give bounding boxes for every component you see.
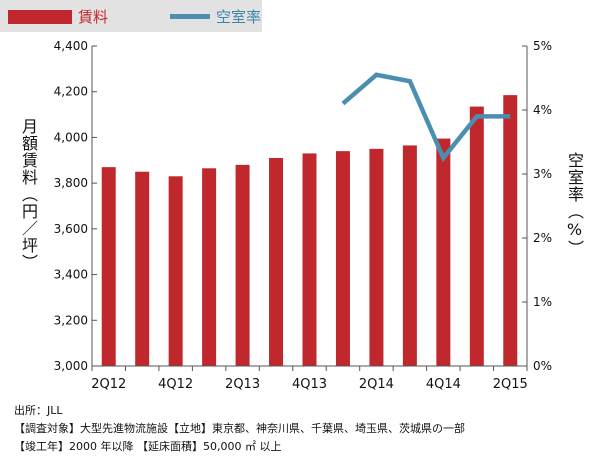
y-left-tick-label: 3,000 [54, 359, 88, 373]
legend: 賃料 空室率 [0, 0, 262, 32]
legend-swatch-rent [8, 9, 72, 24]
y-left-tick-label: 4,000 [54, 130, 88, 144]
y-right-tick-label: 1% [533, 295, 552, 309]
bar-1Q15 [469, 106, 484, 367]
y-right-tick-label: 3% [533, 167, 552, 181]
y-left-tick-label: 3,800 [54, 176, 88, 190]
footer-source: 出所：JLL [14, 404, 63, 417]
y-left-tick-label: 4,400 [54, 39, 88, 53]
legend-swatch-vacancy [170, 14, 210, 19]
footer-building-criteria: 【竣工年】2000 年以降 【延床面積】50,000 ㎡ 以上 [14, 440, 282, 453]
bar-1Q14 [335, 151, 350, 366]
bar-4Q14 [436, 138, 451, 366]
bar-2Q13 [235, 164, 250, 366]
bar-1Q13 [202, 168, 217, 366]
legend-label-rent: 賃料 [78, 8, 109, 26]
x-tick-label: 4Q12 [158, 377, 193, 392]
legend-item-vacancy: 空室率 [170, 6, 261, 27]
legend-label-vacancy: 空室率 [216, 8, 262, 26]
bar-2Q14 [369, 148, 384, 366]
bar-3Q13 [269, 158, 284, 366]
y-right-tick-label: 0% [533, 359, 552, 373]
y-left-tick-label: 4,200 [54, 85, 88, 99]
bar-4Q13 [302, 153, 317, 366]
legend-item-rent: 賃料 [8, 6, 108, 27]
y-left-tick-label: 3,200 [54, 313, 88, 327]
x-tick-label: 2Q14 [359, 377, 394, 392]
x-tick-label: 4Q13 [292, 377, 327, 392]
y-right-axis-title: 空室率（%） [565, 152, 584, 257]
bar-2Q15 [503, 95, 518, 367]
y-left-tick-label: 3,600 [54, 222, 88, 236]
y-left-tick-label: 3,400 [54, 268, 88, 282]
bar-2Q12 [101, 167, 116, 366]
y-right-tick-label: 2% [533, 231, 552, 245]
x-tick-label: 2Q15 [493, 377, 528, 392]
vacancy-series-line [341, 72, 511, 163]
y-right-tick-label: 4% [533, 103, 552, 117]
x-tick-label: 2Q13 [225, 377, 260, 392]
y-left-axis-title: 月額賃料（円／坪） [19, 118, 38, 271]
x-tick-label: 4Q14 [426, 377, 461, 392]
bar-3Q12 [135, 171, 150, 366]
x-tick-label: 2Q12 [91, 377, 126, 392]
bar-4Q12 [168, 176, 183, 366]
y-right-tick-label: 5% [533, 39, 552, 53]
footer-survey-scope: 【調査対象】大型先進物流施設【立地】東京都、神奈川県、千葉県、埼玉県、茨城県の一… [14, 422, 465, 435]
bar-3Q14 [402, 145, 417, 366]
